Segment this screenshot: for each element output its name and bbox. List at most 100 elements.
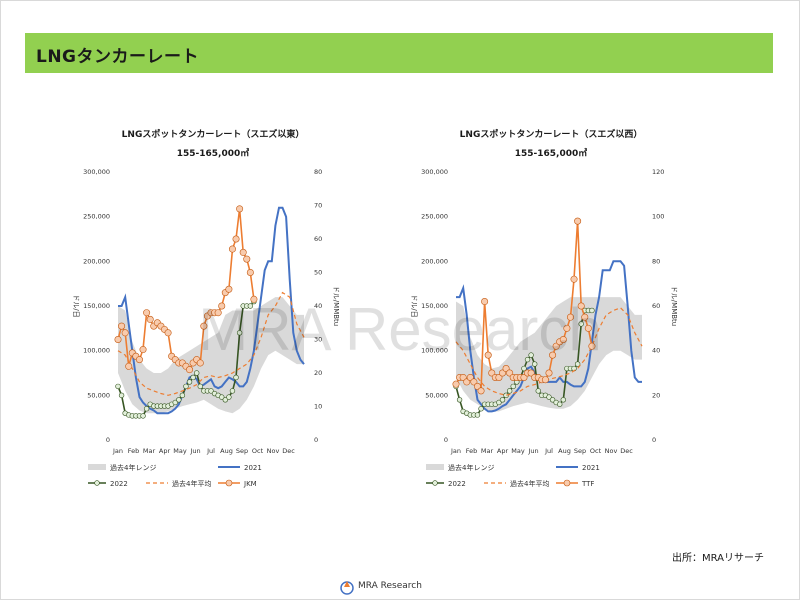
data-point <box>589 307 595 314</box>
data-point <box>549 351 557 359</box>
data-point <box>228 245 236 253</box>
data-point <box>574 217 582 225</box>
data-point <box>190 374 196 381</box>
x-tick-label: Oct <box>590 447 602 455</box>
data-point <box>581 313 589 321</box>
data-point <box>478 406 484 412</box>
x-tick-label: Aug <box>220 447 233 455</box>
y2-tick-label: 80 <box>314 168 322 176</box>
data-point <box>477 387 485 395</box>
x-tick-label: Nov <box>267 447 280 455</box>
title-bar: LNGタンカーレート <box>25 33 773 73</box>
y-tick-label: 300,000 <box>83 168 110 176</box>
legend-label: 過去4年レンジ <box>448 463 494 472</box>
logo: MRA Research <box>338 578 458 596</box>
data-point <box>588 342 596 350</box>
data-point <box>172 399 178 406</box>
data-point <box>535 388 541 394</box>
legend-label: TTF <box>581 480 594 488</box>
data-point <box>545 369 553 377</box>
data-point <box>506 388 513 394</box>
y2-tick-label: 100 <box>652 213 664 221</box>
chart-subtitle: 155-165,000㎥ <box>177 147 250 159</box>
x-tick-label: Jan <box>112 447 123 455</box>
data-point <box>549 397 556 403</box>
x-tick-label: Mar <box>481 447 494 455</box>
data-point <box>474 412 481 418</box>
data-point <box>250 295 258 303</box>
chart-west: LNGスポットタンカーレート（スエズ以西） 155-165,000㎥ 0 50,000… <box>410 128 678 488</box>
data-point <box>566 313 574 321</box>
data-point <box>115 383 121 390</box>
data-point <box>531 361 538 367</box>
legend-label: 2022 <box>448 480 466 488</box>
series-line-2021 <box>456 260 642 413</box>
data-point <box>146 315 154 323</box>
data-point <box>125 362 133 370</box>
x-tick-label: Jun <box>527 447 538 455</box>
legend-swatch-band <box>88 464 106 470</box>
page-title: LNGタンカーレート <box>36 47 200 67</box>
data-point <box>225 285 233 293</box>
y-tick-label: 100,000 <box>83 347 110 355</box>
y2-tick-label: 0 <box>652 436 656 444</box>
data-point <box>218 302 226 310</box>
legend-marker-2022 <box>432 480 438 486</box>
data-point <box>114 335 122 343</box>
data-point <box>226 394 232 400</box>
data-point <box>219 394 225 400</box>
legend-marker-2022 <box>94 480 100 486</box>
data-point <box>121 329 129 337</box>
chart-title: LNGスポットタンカーレート（スエズ以西） <box>460 128 643 140</box>
data-point <box>118 322 126 330</box>
data-point <box>560 397 567 403</box>
data-point <box>546 394 552 400</box>
data-point <box>233 374 239 381</box>
y-tick-label: 300,000 <box>421 168 448 176</box>
x-tick-label: Oct <box>252 447 264 455</box>
y-tick-label: 50,000 <box>87 391 110 399</box>
y-axis-label: ドル/日 <box>72 294 80 317</box>
data-point <box>541 376 549 384</box>
x-tick-label: Jun <box>189 447 200 455</box>
x-tick-label: May <box>511 447 525 455</box>
data-point <box>236 205 244 213</box>
y-tick-label: 150,000 <box>83 302 110 310</box>
x-tick-label: Apr <box>497 447 509 455</box>
y-tick-label: 0 <box>444 436 448 444</box>
x-tick-label: Jan <box>450 447 461 455</box>
data-point <box>481 298 489 306</box>
data-point <box>200 322 208 330</box>
x-tick-label: Nov <box>605 447 618 455</box>
watermark: MRA Research <box>198 296 601 363</box>
legend-swatch-band <box>426 464 444 470</box>
data-point <box>143 406 150 412</box>
y-tick-label: 0 <box>106 436 110 444</box>
legend-label: 過去4年平均 <box>172 479 211 488</box>
y2-axis-label: ドル/MMBtu <box>670 286 678 326</box>
legend-marker-gas <box>225 479 233 487</box>
x-tick-label: Mar <box>143 447 156 455</box>
data-point <box>452 380 460 388</box>
data-point <box>186 366 194 374</box>
y2-tick-label: 50 <box>314 269 322 277</box>
x-tick-label: Feb <box>466 447 478 455</box>
data-point <box>139 346 147 354</box>
legend-marker-gas <box>563 479 571 487</box>
data-point <box>239 248 247 256</box>
y2-tick-label: 40 <box>652 347 660 355</box>
y2-tick-label: 20 <box>314 369 322 377</box>
data-point <box>510 383 516 390</box>
data-point <box>193 370 200 376</box>
data-point <box>164 329 172 337</box>
y2-axis-label: ドル/MMBtu <box>332 286 340 326</box>
y2-tick-label: 120 <box>652 168 664 176</box>
y2-tick-label: 60 <box>652 302 660 310</box>
y2-tick-label: 0 <box>314 436 318 444</box>
x-tick-label: Sep <box>236 447 248 455</box>
data-point <box>208 388 214 394</box>
data-point <box>236 330 243 336</box>
x-tick-label: Feb <box>128 447 140 455</box>
y-tick-label: 200,000 <box>83 257 110 265</box>
y-tick-label: 150,000 <box>421 302 448 310</box>
